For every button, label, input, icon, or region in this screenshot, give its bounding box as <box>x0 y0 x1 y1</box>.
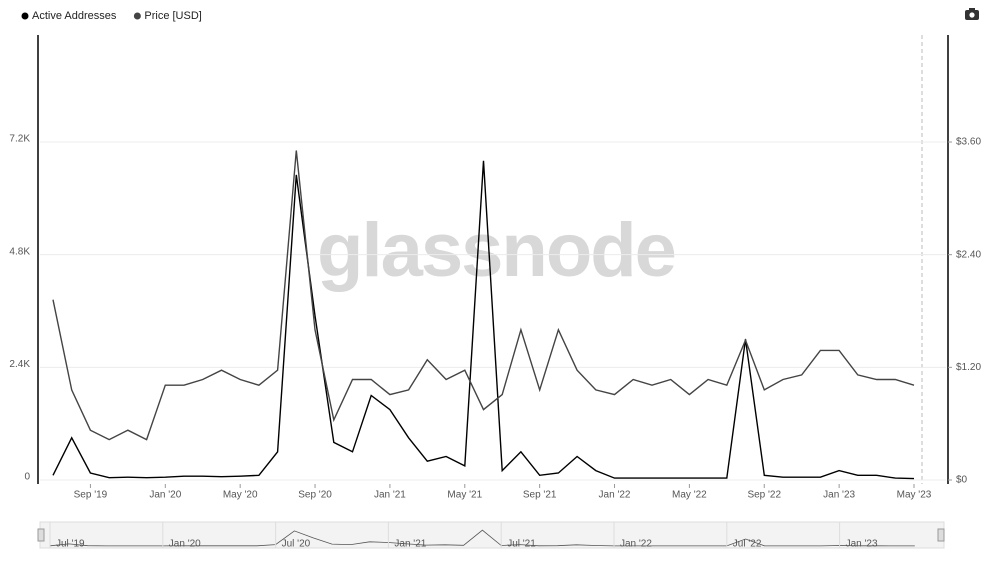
legend-label: Active Addresses <box>32 10 117 22</box>
legend-marker <box>21 12 29 20</box>
navigator-label: Jan '22 <box>620 539 652 550</box>
x-tick-label: Sep '22 <box>747 490 781 501</box>
x-tick-label: May '23 <box>897 490 932 501</box>
y2-tick-label: $1.20 <box>956 362 981 373</box>
watermark: glassnode <box>317 208 675 293</box>
navigator-handle[interactable] <box>37 528 45 542</box>
x-tick-label: Jan '21 <box>374 490 406 501</box>
x-tick-label: May '22 <box>672 490 707 501</box>
y2-tick-label: $3.60 <box>956 137 981 148</box>
y-tick-label: 0 <box>24 472 30 483</box>
y-tick-label: 2.4K <box>9 359 30 370</box>
legend-label: Price [USD] <box>144 10 201 22</box>
navigator-label: Jan '23 <box>846 539 878 550</box>
x-tick-label: Jan '20 <box>149 490 181 501</box>
x-tick-label: Jan '22 <box>599 490 631 501</box>
x-tick-label: Sep '20 <box>298 490 332 501</box>
navigator-label: Jan '21 <box>394 539 426 550</box>
x-tick-label: Sep '21 <box>523 490 557 501</box>
navigator-label: Jul '19 <box>56 539 85 550</box>
navigator-label: Jul '21 <box>507 539 536 550</box>
navigator-label: Jul '20 <box>282 539 311 550</box>
series-line <box>52 160 915 480</box>
y-tick-label: 7.2K <box>9 134 30 145</box>
navigator[interactable] <box>39 521 945 549</box>
x-tick-label: Jan '23 <box>823 490 855 501</box>
series-line <box>52 150 915 441</box>
x-tick-label: Sep '19 <box>74 490 108 501</box>
x-tick-label: May '21 <box>447 490 482 501</box>
legend-marker <box>133 12 141 20</box>
navigator-handle[interactable] <box>937 528 945 542</box>
camera-icon[interactable] <box>965 8 979 20</box>
y2-tick-label: $2.40 <box>956 249 981 260</box>
y2-tick-label: $0 <box>956 475 968 486</box>
navigator-label: Jan '20 <box>169 539 201 550</box>
navigator-label: Jul '22 <box>733 539 762 550</box>
y-tick-label: 4.8K <box>9 246 30 257</box>
x-tick-label: May '20 <box>223 490 258 501</box>
navigator-line <box>49 529 915 547</box>
